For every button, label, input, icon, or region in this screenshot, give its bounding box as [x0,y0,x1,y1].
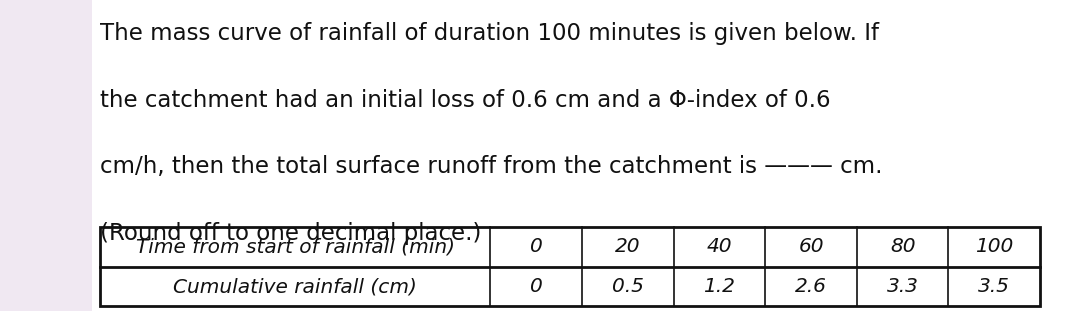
Text: 60: 60 [798,237,824,256]
Text: Time from start of rainfall (min): Time from start of rainfall (min) [136,237,455,256]
Text: 20: 20 [615,237,640,256]
Text: the catchment had an initial loss of 0.6 cm and a Φ-index of 0.6: the catchment had an initial loss of 0.6… [100,89,832,112]
Text: cm/h, then the total surface runoff from the catchment is ——— cm.: cm/h, then the total surface runoff from… [100,156,883,179]
Text: 80: 80 [890,237,916,256]
Text: 2.6: 2.6 [795,277,827,296]
Bar [100,227,1040,306]
Text: 0: 0 [530,237,542,256]
Text: 1.2: 1.2 [703,277,735,296]
Text: 0.5: 0.5 [612,277,644,296]
Text: 3.5: 3.5 [978,277,1010,296]
Text: 40: 40 [706,237,732,256]
Text: 0: 0 [530,277,542,296]
Text: Cumulative rainfall (cm): Cumulative rainfall (cm) [174,277,417,296]
Text: 100: 100 [975,237,1013,256]
Text: (Round off to one decimal place.): (Round off to one decimal place.) [100,222,482,245]
Bar [0,0,92,311]
Text: The mass curve of rainfall of duration 100 minutes is given below. If: The mass curve of rainfall of duration 1… [100,22,879,45]
Text: 3.3: 3.3 [887,277,919,296]
